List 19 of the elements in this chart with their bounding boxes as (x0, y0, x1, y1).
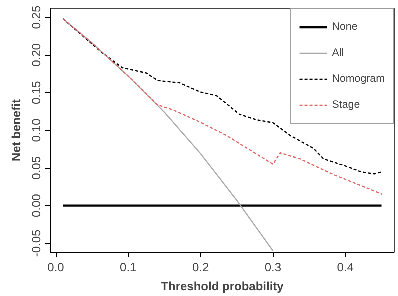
y-axis-title: Net benefit (10, 99, 24, 162)
legend-label: Nomogram (332, 73, 385, 85)
legend-label: Stage (332, 99, 360, 111)
y-tick-label: 0.20 (30, 43, 44, 67)
y-tick-label: 0.05 (30, 156, 44, 180)
x-tick-label: 0.2 (192, 260, 210, 274)
y-tick-label: 0.10 (30, 118, 44, 142)
y-tick-label: 0.15 (30, 80, 44, 105)
x-tick-label: 0.3 (264, 260, 282, 274)
legend-label: All (332, 47, 346, 59)
y-tick-label: 0.00 (30, 194, 44, 218)
x-axis-title: Threshold probability (161, 280, 284, 294)
legend-label: None (332, 21, 358, 33)
x-tick-label: 0.4 (337, 260, 354, 274)
line-series (62, 18, 274, 252)
y-tick-label: -0.05 (30, 229, 44, 258)
x-tick-label: 0.0 (48, 260, 65, 274)
y-tick-label: 0.25 (30, 6, 44, 30)
x-tick-label: 0.1 (120, 260, 138, 274)
